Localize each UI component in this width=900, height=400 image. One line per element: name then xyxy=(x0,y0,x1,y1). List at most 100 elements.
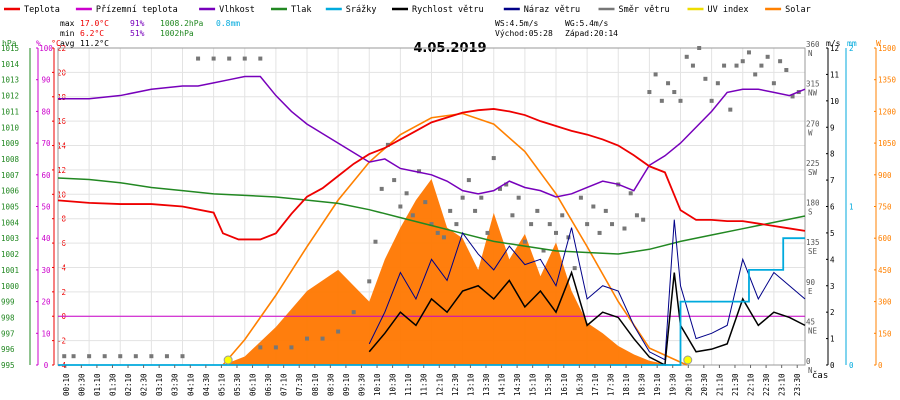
pressure-tick-label: 1009 xyxy=(1,139,19,148)
x-tick-label: 23:30 xyxy=(793,373,802,396)
pressure-line xyxy=(57,177,806,255)
x-tick-label: 06:30 xyxy=(264,373,273,396)
pressure-tick-label: 1004 xyxy=(1,218,20,227)
x-tick-label: 05:30 xyxy=(233,373,242,396)
wind-direction-point xyxy=(678,98,683,103)
wind-direction-point xyxy=(429,222,434,227)
solar-area xyxy=(222,179,681,365)
x-tick-label: 21:10 xyxy=(715,373,724,396)
wind-direction-point xyxy=(242,56,247,61)
wind-direction-point xyxy=(320,336,325,341)
solar-tick-label: 1350 xyxy=(878,76,897,85)
wind-direction-point xyxy=(510,213,515,218)
x-tick-label: 10:10 xyxy=(373,373,382,396)
solar-tick-label: 1200 xyxy=(878,107,897,116)
x-tick-label: 02:30 xyxy=(140,373,149,396)
pressure-tick-label: 1005 xyxy=(1,203,19,212)
wind-direction-point xyxy=(591,204,596,209)
wind-direction-point xyxy=(196,56,201,61)
x-axis-label: čas xyxy=(812,370,828,381)
x-tick-label: 00:10 xyxy=(62,373,71,396)
legend-label: Přízemní teplota xyxy=(96,5,178,15)
wind-speed-tick-label: 6 xyxy=(830,203,835,212)
legend-item: Rychlost větru xyxy=(392,5,484,15)
legend-label: Směr větru xyxy=(619,5,670,15)
humidity-tick-label: 20 xyxy=(41,298,51,307)
wind-direction-point xyxy=(448,208,453,213)
wind-speed-tick-label: 10 xyxy=(830,97,840,106)
solar-axis-unit: W xyxy=(876,39,881,48)
wind-direction-point xyxy=(305,336,309,341)
wind-direction-point xyxy=(102,354,107,359)
pressure-tick-label: 1014 xyxy=(1,60,20,69)
stat-max-label: max xyxy=(60,19,75,28)
stat-wind-speed: WS:4.5m/s xyxy=(495,19,539,28)
solar-tick-label: 300 xyxy=(878,298,892,307)
wind-direction-name-label: W xyxy=(808,128,813,137)
humidity-tick-label: 10 xyxy=(41,329,51,338)
plot-area xyxy=(57,46,806,367)
wind-direction-point xyxy=(460,195,465,200)
wind-direction-point xyxy=(560,213,565,218)
x-tick-label: 18:30 xyxy=(638,373,647,396)
wind-direction-point xyxy=(417,169,422,174)
temperature-line xyxy=(57,108,806,241)
pressure-tick-label: 1013 xyxy=(1,76,19,85)
wind-direction-point xyxy=(289,345,294,350)
stat-sunrise: Východ:05:28 xyxy=(495,29,553,38)
solar-tick-label: 1500 xyxy=(878,44,897,53)
stat-avg-label: avg xyxy=(60,39,75,48)
wind-direction-point xyxy=(373,239,378,244)
wind-direction-degree-label: 225 xyxy=(806,159,820,168)
x-tick-label: 09:30 xyxy=(357,373,366,396)
wind-direction-point xyxy=(740,59,745,64)
chart-legend: Teplota Přízemní teplota Vlhkost Tlak Srážky… xyxy=(4,5,811,15)
legend-item: Směr větru xyxy=(598,5,670,15)
x-tick-label: 13:10 xyxy=(466,373,475,396)
wind-speed-tick-label: 7 xyxy=(830,176,835,185)
x-tick-label: 17:10 xyxy=(591,373,600,396)
wind-direction-name-label: N xyxy=(808,49,813,58)
x-tick-label: 03:30 xyxy=(171,373,180,396)
x-tick-label: 06:10 xyxy=(249,373,258,396)
wind-direction-degree-label: 135 xyxy=(806,238,820,247)
legend-label: Tlak xyxy=(291,5,311,15)
x-tick-label: 01:10 xyxy=(93,373,102,396)
wind-speed-tick-label: 5 xyxy=(830,229,835,238)
pressure-tick-label: 997 xyxy=(1,329,15,338)
wind-direction-point xyxy=(647,90,652,95)
left-axes: hPa% °C9959969979989991000100110021003100… xyxy=(1,39,66,370)
wind-direction-point xyxy=(728,107,733,112)
wind-direction-degree-label: 45 xyxy=(806,317,815,326)
stat-min-pressure: 1002hPa xyxy=(160,29,194,38)
wind-speed-tick-label: 2 xyxy=(830,308,835,317)
wind-direction-point xyxy=(379,186,384,191)
legend-label: UV index xyxy=(708,5,749,15)
right-axes: m/s mm W0N45NE90E135SE180S225SW270W315NW36… xyxy=(806,39,897,375)
humidity-tick-label: 40 xyxy=(41,234,51,243)
wind-direction-point xyxy=(628,191,633,196)
wind-direction-name-label: S xyxy=(808,208,813,217)
wind-direction-point xyxy=(118,354,123,359)
wind-direction-point xyxy=(684,54,689,59)
solar-clear-sky-line xyxy=(222,112,688,366)
wind-direction-point xyxy=(715,81,720,86)
legend-item: Tlak xyxy=(271,5,311,15)
wind-direction-point xyxy=(734,63,739,68)
wind-direction-degree-label: 360 xyxy=(806,40,820,49)
wind-direction-point xyxy=(351,310,356,315)
wind-direction-point xyxy=(759,63,764,68)
wind-direction-point xyxy=(522,239,527,244)
wind-direction-point xyxy=(784,68,789,73)
rain-tick-label: 1 xyxy=(849,203,854,212)
x-tick-label: 16:30 xyxy=(575,373,584,396)
wind-direction-point xyxy=(566,235,571,240)
x-tick-label: 13:30 xyxy=(482,373,491,396)
wind-gust-line xyxy=(368,219,806,361)
wind-direction-point xyxy=(722,63,727,68)
stat-max-rain: 0.8mm xyxy=(216,19,240,28)
pressure-tick-label: 1001 xyxy=(1,266,19,275)
wind-direction-point xyxy=(398,204,403,209)
x-tick-label: 14:30 xyxy=(513,373,522,396)
wind-speed-tick-label: 11 xyxy=(830,70,839,79)
